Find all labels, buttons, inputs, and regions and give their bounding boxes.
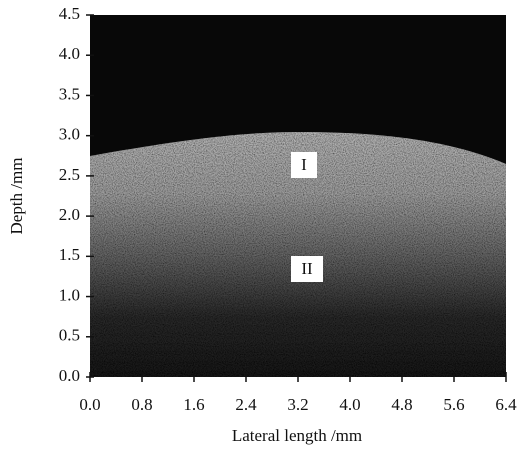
x-tick-label: 0.8 [131, 395, 152, 414]
y-tick-label: 1.0 [59, 285, 80, 304]
annotation: I [301, 155, 307, 174]
y-tick-label: 3.5 [59, 84, 80, 103]
x-tick-label: 2.4 [235, 395, 257, 414]
x-axis-label: Lateral length /mm [232, 426, 362, 445]
y-tick-label: 0.0 [59, 366, 80, 385]
x-tick-label: 5.6 [443, 395, 464, 414]
x-tick-label: 4.8 [391, 395, 412, 414]
annotation: II [301, 259, 313, 278]
y-tick-label: 1.5 [59, 245, 80, 264]
x-tick-label: 4.0 [339, 395, 360, 414]
y-tick-label: 0.5 [59, 326, 80, 345]
y-tick-label: 4.5 [59, 4, 80, 23]
x-tick-label: 0.0 [79, 395, 100, 414]
annotation-box [291, 152, 317, 178]
x-tick-label: 1.6 [183, 395, 204, 414]
x-tick-label: 3.2 [287, 395, 308, 414]
oct-image [90, 15, 506, 377]
y-tick-label: 4.0 [59, 44, 80, 63]
x-tick-label: 6.4 [495, 395, 517, 414]
y-axis-label: Depth /mm [7, 158, 26, 235]
annotation-box [291, 256, 323, 282]
y-tick-label: 3.0 [59, 125, 80, 144]
y-tick-label: 2.0 [59, 205, 80, 224]
y-tick-label: 2.5 [59, 165, 80, 184]
